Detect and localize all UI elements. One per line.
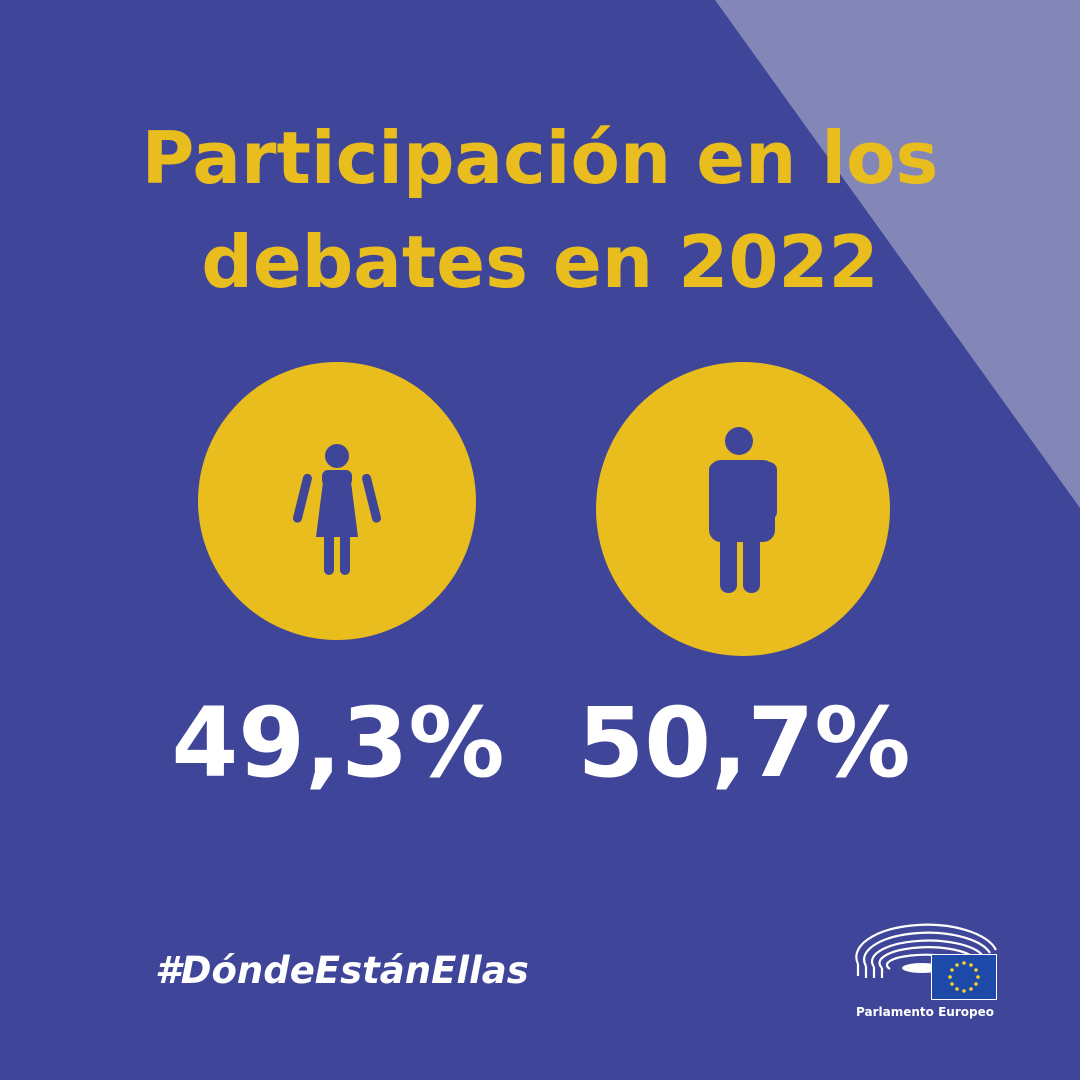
men-percentage: 50,7% (577, 687, 911, 799)
man-icon (709, 427, 777, 593)
parliament-logo: Parlamento Europeo (850, 920, 1000, 1030)
men-circle (596, 362, 890, 656)
hashtag: #DóndeEstánEllas (155, 949, 529, 992)
page-title: Participación en los debates en 2022 (0, 106, 1080, 314)
women-circle (198, 362, 476, 640)
logo-label: Parlamento Europeo (856, 1005, 994, 1019)
women-percentage: 49,3% (171, 687, 505, 799)
eu-flag-icon (931, 954, 997, 1000)
woman-icon (292, 444, 382, 575)
title-line-2: debates en 2022 (201, 220, 879, 304)
title-line-1: Participación en los (141, 116, 939, 200)
